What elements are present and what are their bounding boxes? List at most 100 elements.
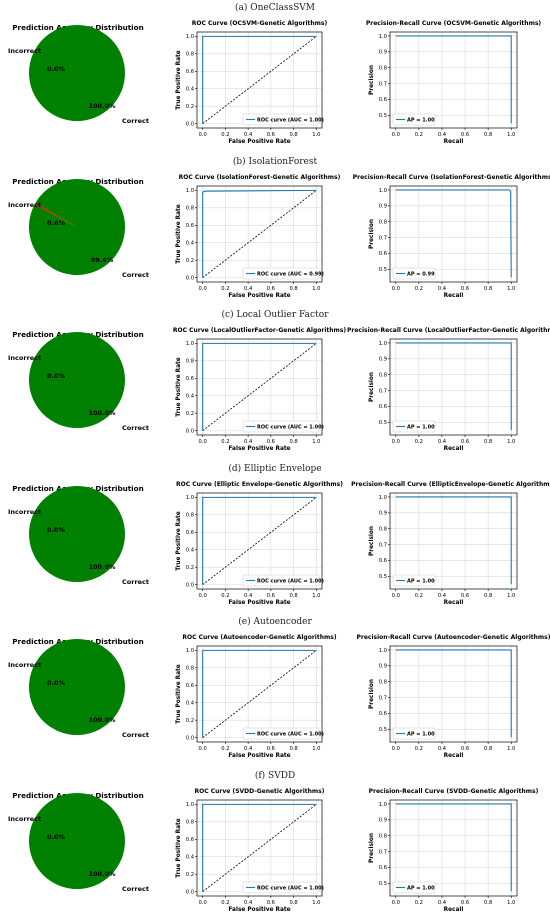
pie-pct-incorrect: 0.0% xyxy=(47,833,66,841)
pr-x-tick-label: 0.4 xyxy=(438,439,447,445)
roc-axes-frame xyxy=(196,799,323,897)
pr-x-tick-label: 0.8 xyxy=(484,900,492,906)
pr-y-tick-label: 0.7 xyxy=(379,695,387,701)
pr-x-tick-label: 0.8 xyxy=(484,132,492,138)
pr-y-tick-label: 0.5 xyxy=(379,113,387,119)
pr-legend-box xyxy=(392,113,436,126)
roc-axes-frame xyxy=(196,31,323,129)
pr-x-tick-label: 0.4 xyxy=(438,900,447,906)
pr-title: Precision-Recall Curve (OCSVM-Genetic Al… xyxy=(366,20,542,27)
pie-label-correct: Correct xyxy=(122,578,149,586)
pr-x-tick-label: 0.2 xyxy=(415,900,423,906)
roc-x-tick-label: 0.6 xyxy=(267,132,275,138)
pr-x-tick-label: 0.2 xyxy=(415,439,423,445)
pr-x-tick-label: 0.6 xyxy=(461,900,469,906)
pr-title: Precision-Recall Curve (Autoencoder-Gene… xyxy=(357,634,550,641)
roc-legend-box xyxy=(242,727,320,740)
pr-x-tick-label: 0.6 xyxy=(461,132,469,138)
roc-diagonal-line xyxy=(202,497,317,585)
roc-y-tick-label: 0.0 xyxy=(186,735,194,741)
pr-x-tick-label: 1.0 xyxy=(507,132,515,138)
pr-y-tick-label: 0.7 xyxy=(379,81,387,87)
pie-pct-correct: 100.0% xyxy=(88,409,116,417)
roc-diagonal-line xyxy=(202,343,317,431)
roc-y-tick-label: 0.4 xyxy=(186,701,195,707)
roc-y-tick-label: 0.0 xyxy=(186,582,194,588)
roc-y-tick-label: 0.8 xyxy=(186,820,194,826)
pr-x-tick-label: 0.2 xyxy=(415,746,423,752)
roc-x-tick-label: 0.8 xyxy=(289,132,297,138)
pie-pct-incorrect: 0.0% xyxy=(47,679,66,687)
caption-a: (a) OneClassSVM xyxy=(235,3,315,13)
roc-curve-line xyxy=(202,35,317,124)
pr-x-tick-label: 1.0 xyxy=(507,593,515,599)
roc-y-tick-label: 0.2 xyxy=(186,565,194,571)
roc-y-tick-label: 0.4 xyxy=(186,394,195,400)
caption-c: (c) Local Outlier Factor xyxy=(221,310,329,320)
pr-x-tick-label: 0.8 xyxy=(484,593,492,599)
pr-y-tick-label: 0.8 xyxy=(379,220,387,226)
pr-title: Precision-Recall Curve (IsolationForest-… xyxy=(353,174,550,181)
roc-legend-box xyxy=(242,881,320,894)
pr-x-axis-label: Recall xyxy=(444,753,464,759)
pr-y-tick-label: 1.0 xyxy=(379,495,387,501)
pr-y-tick-label: 1.0 xyxy=(379,34,387,40)
pr-x-axis-label: Recall xyxy=(444,907,464,913)
roc-x-tick-label: 1.0 xyxy=(312,746,320,752)
pr-curve-line xyxy=(395,35,512,124)
roc-y-axis-label: True Positive Rate xyxy=(176,511,182,571)
pr-legend-box xyxy=(392,727,436,740)
pr-title: Precision-Recall Curve (SVDD-Genetic Alg… xyxy=(369,788,539,795)
pie-pct-incorrect: 0.0% xyxy=(47,526,66,534)
roc-x-tick-label: 1.0 xyxy=(312,286,320,292)
roc-x-tick-label: 0.6 xyxy=(267,439,275,445)
roc-x-tick-label: 0.0 xyxy=(199,132,207,138)
pie-slice-correct xyxy=(29,25,125,121)
pr-y-tick-label: 0.6 xyxy=(379,865,387,871)
roc-diagonal-line xyxy=(202,36,317,124)
pr-legend-label: AP = 0.99 xyxy=(407,272,435,278)
caption-f: (f) SVDD xyxy=(254,771,296,781)
roc-y-tick-label: 0.8 xyxy=(186,513,194,519)
pr-x-tick-label: 0.0 xyxy=(392,593,400,599)
pie-slice-correct xyxy=(28,179,125,276)
pr-y-tick-label: 0.9 xyxy=(379,511,387,517)
roc-y-tick-label: 0.0 xyxy=(186,275,194,281)
pie-slice-correct xyxy=(29,639,125,735)
pr-x-tick-label: 0.0 xyxy=(392,900,400,906)
pr-y-tick-label: 0.5 xyxy=(379,574,387,580)
pr-y-tick-label: 0.8 xyxy=(379,527,387,533)
pr-x-tick-label: 0.8 xyxy=(484,746,492,752)
caption-d: (d) Elliptic Envelope xyxy=(228,464,322,474)
pr-axes-frame xyxy=(389,645,518,743)
panel-row-d: Prediction Accuracy DistributionIncorrec… xyxy=(8,481,550,606)
pie-label-incorrect: Incorrect xyxy=(8,47,41,55)
pr-y-tick-label: 0.7 xyxy=(379,849,387,855)
roc-x-tick-label: 0.4 xyxy=(244,593,253,599)
roc-x-tick-label: 0.6 xyxy=(267,286,275,292)
pr-axes-frame xyxy=(389,185,518,283)
roc-x-axis-label: False Positive Rate xyxy=(228,753,290,759)
pr-x-tick-label: 0.0 xyxy=(392,439,400,445)
roc-legend-box xyxy=(242,113,320,126)
pr-y-tick-label: 0.5 xyxy=(379,727,387,733)
roc-x-tick-label: 0.2 xyxy=(221,132,229,138)
pie-label-incorrect: Incorrect xyxy=(8,354,41,362)
roc-legend-label: ROC curve (AUC = 1.00) xyxy=(257,425,324,431)
roc-y-tick-label: 0.6 xyxy=(186,69,194,75)
pr-curve-line xyxy=(395,803,512,892)
pr-axes-frame xyxy=(389,799,518,897)
pie-slice-incorrect xyxy=(34,203,77,227)
pie-pct-incorrect: 0.6% xyxy=(47,219,66,227)
roc-curve-line xyxy=(202,342,317,431)
pr-axes-frame xyxy=(389,31,518,129)
pie-slice-correct xyxy=(29,793,125,889)
roc-x-axis-label: False Positive Rate xyxy=(228,139,290,145)
pr-legend-box xyxy=(392,574,436,587)
pr-x-tick-label: 0.4 xyxy=(438,132,447,138)
pie-label-incorrect: Incorrect xyxy=(8,815,41,823)
pr-y-tick-label: 0.8 xyxy=(379,834,387,840)
roc-y-tick-label: 0.6 xyxy=(186,376,194,382)
pie-pct-incorrect: 0.0% xyxy=(47,372,66,380)
